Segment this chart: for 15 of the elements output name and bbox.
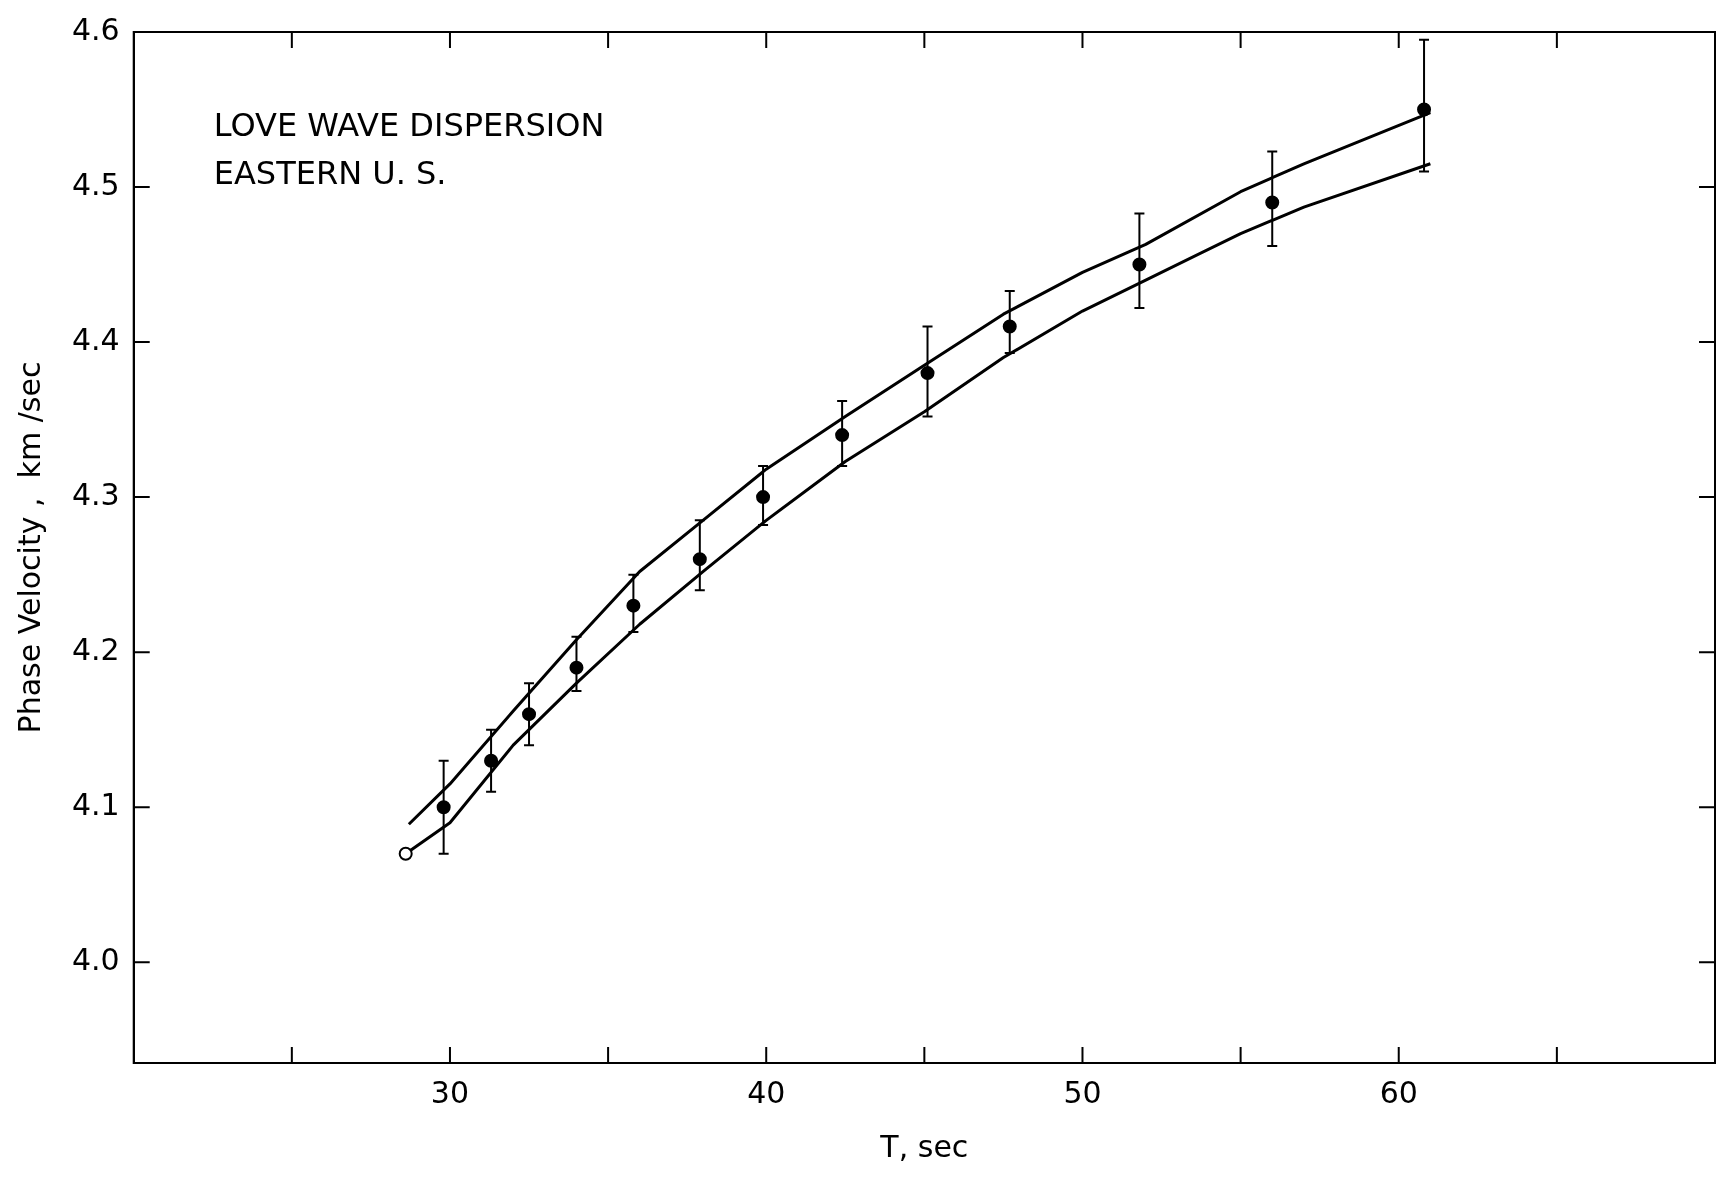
y-tick-label: 4.6	[71, 11, 120, 47]
y-tick-label: 4.2	[71, 631, 120, 667]
y-tick-label: 4.3	[71, 476, 120, 512]
x-tick-label: 60	[1379, 1074, 1418, 1110]
x-tick-label: 40	[747, 1074, 786, 1110]
annotation: EASTERN U. S.	[213, 154, 447, 193]
x-tick-label: 30	[430, 1074, 470, 1110]
x-axis-title: T, sec	[879, 1128, 969, 1164]
y-axis-title: Phase Velocity , km /sec	[11, 361, 47, 734]
x-tick-label: 50	[1063, 1074, 1102, 1110]
y-tick-label: 4.5	[71, 166, 120, 202]
y-tick-label: 4.0	[71, 942, 120, 978]
y-tick-label: 4.4	[71, 321, 120, 357]
y-tick-label: 4.1	[71, 786, 120, 822]
annotation: LOVE WAVE DISPERSION	[213, 106, 605, 145]
